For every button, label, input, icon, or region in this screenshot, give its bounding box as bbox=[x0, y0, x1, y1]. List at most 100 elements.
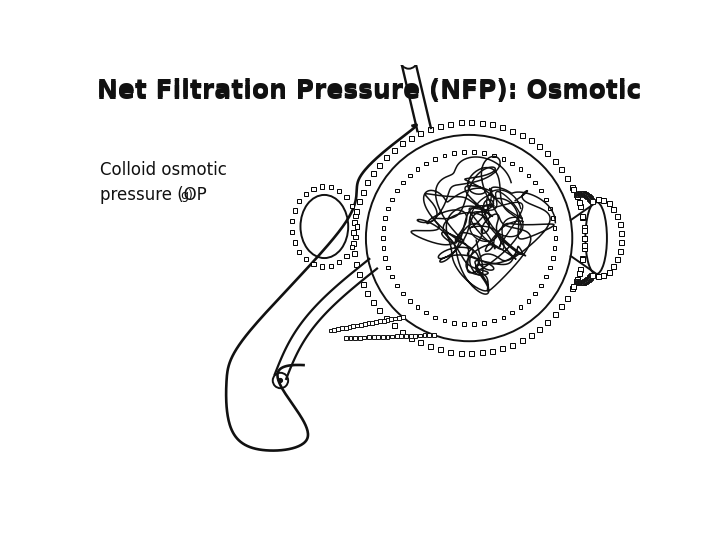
Bar bbox=[582, 279, 587, 285]
Bar bbox=[534, 292, 537, 295]
Bar bbox=[587, 276, 592, 281]
Bar bbox=[348, 325, 351, 329]
Bar bbox=[304, 192, 308, 196]
Bar bbox=[618, 222, 623, 227]
Bar bbox=[392, 147, 397, 153]
Bar bbox=[395, 284, 399, 287]
Bar bbox=[352, 251, 357, 256]
Bar bbox=[615, 258, 620, 262]
Bar bbox=[580, 214, 585, 219]
Bar bbox=[343, 326, 348, 329]
Bar bbox=[581, 192, 586, 197]
Bar bbox=[565, 295, 570, 301]
Bar bbox=[580, 257, 585, 262]
Bar bbox=[559, 167, 564, 172]
Bar bbox=[395, 189, 399, 192]
Bar bbox=[559, 304, 564, 309]
Bar bbox=[424, 161, 428, 165]
Bar bbox=[575, 192, 580, 197]
Bar bbox=[578, 191, 583, 196]
Bar bbox=[577, 191, 582, 197]
Bar bbox=[587, 195, 592, 200]
Bar bbox=[333, 328, 336, 332]
Bar bbox=[408, 299, 412, 302]
Bar bbox=[381, 237, 384, 240]
Bar bbox=[585, 193, 590, 198]
Bar bbox=[408, 173, 412, 177]
Bar bbox=[492, 319, 495, 322]
Text: Colloid osmotic
pressure (OP: Colloid osmotic pressure (OP bbox=[99, 161, 226, 204]
Bar bbox=[570, 185, 575, 190]
Bar bbox=[549, 266, 552, 269]
Bar bbox=[462, 150, 466, 154]
Bar bbox=[409, 334, 413, 338]
Bar bbox=[424, 311, 428, 314]
Circle shape bbox=[407, 58, 410, 62]
Bar bbox=[575, 276, 580, 282]
Bar bbox=[544, 275, 548, 279]
Bar bbox=[596, 274, 601, 279]
Bar bbox=[574, 192, 579, 197]
Bar bbox=[584, 193, 589, 198]
Bar bbox=[469, 351, 474, 356]
Bar bbox=[390, 198, 394, 201]
Bar bbox=[351, 325, 355, 328]
Bar bbox=[462, 322, 466, 326]
Bar bbox=[432, 333, 436, 337]
Bar bbox=[571, 285, 576, 289]
Bar bbox=[336, 327, 340, 331]
Bar bbox=[361, 190, 366, 194]
Bar bbox=[577, 271, 582, 276]
Bar bbox=[585, 278, 590, 283]
Bar bbox=[297, 199, 302, 204]
Bar bbox=[553, 246, 557, 250]
Bar bbox=[529, 138, 534, 143]
Bar bbox=[401, 181, 405, 184]
Bar bbox=[615, 214, 620, 219]
Bar bbox=[581, 280, 586, 285]
Bar bbox=[377, 308, 382, 313]
Bar bbox=[311, 262, 315, 266]
Bar bbox=[427, 333, 431, 337]
Bar bbox=[618, 249, 623, 254]
Bar bbox=[589, 273, 594, 279]
Bar bbox=[596, 197, 601, 202]
Bar bbox=[329, 264, 333, 268]
Bar bbox=[354, 235, 358, 239]
Bar bbox=[297, 249, 302, 254]
Bar bbox=[585, 194, 590, 199]
Bar bbox=[387, 266, 390, 269]
Bar bbox=[577, 280, 582, 285]
Bar bbox=[580, 214, 585, 220]
Bar bbox=[378, 319, 382, 323]
Bar bbox=[452, 151, 456, 155]
Bar bbox=[480, 121, 485, 126]
Bar bbox=[374, 320, 378, 324]
Bar bbox=[580, 280, 585, 285]
Bar bbox=[546, 151, 550, 156]
Bar bbox=[329, 185, 333, 190]
Bar bbox=[367, 335, 371, 339]
Bar bbox=[428, 127, 433, 132]
Bar bbox=[290, 230, 294, 234]
Bar bbox=[377, 163, 382, 167]
Bar bbox=[585, 278, 590, 282]
Bar bbox=[320, 264, 324, 268]
Bar bbox=[502, 315, 505, 319]
Bar bbox=[571, 187, 576, 192]
Bar bbox=[482, 321, 486, 325]
Bar bbox=[526, 173, 530, 177]
Bar bbox=[348, 336, 353, 340]
Bar bbox=[583, 192, 588, 197]
Bar bbox=[409, 335, 414, 341]
Bar bbox=[416, 167, 419, 171]
Bar bbox=[292, 208, 297, 213]
Bar bbox=[304, 257, 308, 261]
Bar bbox=[413, 334, 417, 338]
Bar bbox=[510, 311, 514, 314]
Bar bbox=[519, 306, 522, 309]
Bar bbox=[588, 196, 593, 201]
Bar bbox=[526, 299, 530, 302]
Bar bbox=[384, 316, 389, 321]
Bar bbox=[565, 176, 570, 180]
